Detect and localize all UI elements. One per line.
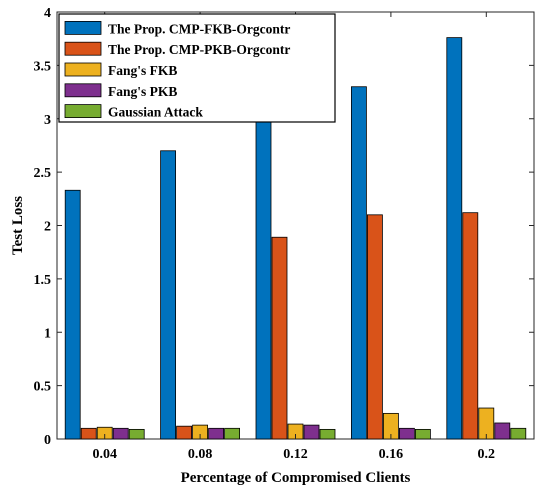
legend-label: The Prop. CMP-PKB-Orgcontr [108,42,290,57]
bar-series-1-cat-4 [350,86,367,440]
y-tick-label: 1.5 [34,273,52,288]
legend-swatch [64,83,102,98]
bars-group [64,37,527,440]
bar-series-5-cat-3 [319,428,336,440]
legend-swatch [64,41,102,56]
bar-series-2-cat-5 [462,212,479,440]
bar-series-4-cat-4 [398,427,415,440]
y-tick-label: 4 [44,6,51,21]
bar-series-2-cat-4 [366,214,383,440]
y-tick-label: 0.5 [34,380,52,395]
bar-series-4-cat-1 [112,427,129,440]
x-tick-label: 0.16 [379,447,404,462]
legend-label: The Prop. CMP-FKB-Orgcontr [108,21,290,36]
y-tick-label: 0 [44,433,51,448]
bar-series-5-cat-1 [128,428,145,440]
legend-label: Fang's FKB [108,63,177,78]
y-tick-label: 2 [44,220,51,235]
bar-series-2-cat-2 [176,425,193,440]
bar-series-5-cat-2 [224,427,241,440]
bar-series-4-cat-2 [208,427,225,440]
bar-series-1-cat-1 [64,189,81,440]
bar-series-5-cat-4 [414,428,431,440]
y-ticks-group: 0 0.5 1 1.5 2 2.5 3 3.5 4 [34,6,534,448]
bar-series-4-cat-5 [494,422,511,440]
x-axis-label: Percentage of Compromised Clients [181,470,411,486]
legend-box [58,13,336,123]
y-tick-label: 3 [44,113,51,128]
legend: The Prop. CMP-FKB-Orgcontr The Prop. CMP-… [58,13,336,123]
legend-label: Fang's PKB [108,84,177,99]
x-tick-label: 0.12 [283,447,308,462]
legend-swatch [64,104,102,118]
bar-series-4-cat-3 [303,424,320,440]
y-tick-label: 2.5 [34,166,52,181]
legend-swatch [64,20,102,35]
y-tick-label: 3.5 [34,59,52,74]
legend-swatch [64,62,102,77]
y-axis-label: Test Loss [10,196,26,255]
x-tick-label: 0.04 [92,447,117,462]
bar-series-2-cat-1 [80,427,97,440]
x-tick-label: 0.08 [188,447,213,462]
legend-label: Gaussian Attack [108,105,203,120]
bar-series-1-cat-2 [160,150,177,440]
y-tick-label: 1 [44,326,51,341]
x-tick-label: 0.2 [478,447,496,462]
bar-series-5-cat-5 [510,427,527,440]
bar-series-1-cat-5 [446,37,463,440]
bar-series-1-cat-3 [255,109,272,440]
x-ticks-group: 0.04 0.08 0.12 0.16 0.2 [92,12,495,462]
bar-series-2-cat-3 [271,236,288,440]
